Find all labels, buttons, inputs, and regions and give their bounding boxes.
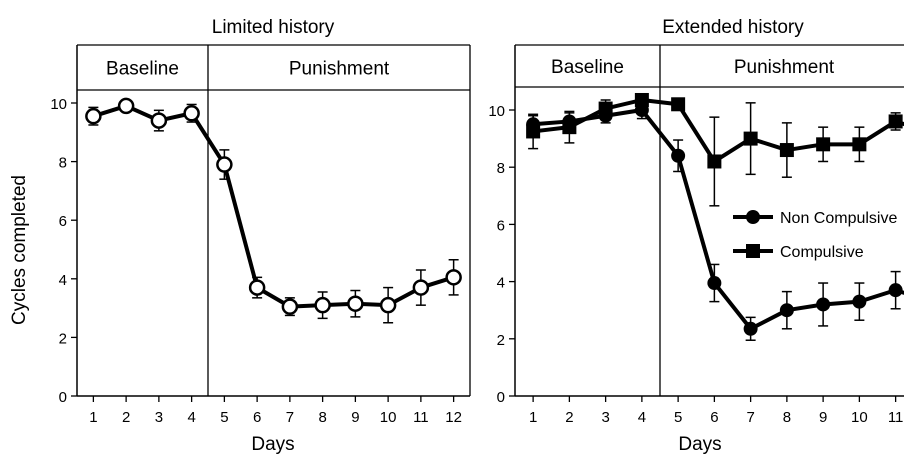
x-tick-label: 2 [122, 409, 130, 426]
data-point [314, 296, 331, 314]
legend-marker [746, 210, 760, 224]
data-point [779, 303, 794, 318]
data-point [526, 124, 541, 139]
data-point [888, 283, 903, 298]
x-tick-label: 6 [253, 409, 261, 426]
y-tick-label: 0 [497, 389, 505, 406]
y-tick-label: 10 [488, 103, 505, 120]
x-tick-label: 11 [413, 409, 429, 426]
series-line [92, 103, 455, 309]
legend-marker [746, 244, 760, 258]
series-line [532, 97, 904, 164]
legend-item: Non Compulsive [733, 210, 897, 227]
data-point [816, 137, 831, 152]
x-tick-label: 7 [746, 409, 754, 426]
series-compulsive [526, 92, 904, 207]
x-axis-label: Days [678, 434, 721, 455]
panel-limited-history: Limited history Baseline Punishment 0 2 4 6 8 10… [50, 17, 471, 455]
x-tick-label: 9 [819, 409, 827, 426]
data-point [707, 276, 722, 291]
data-point [816, 297, 831, 312]
phase-label: Punishment [289, 59, 390, 80]
y-tick-label: 6 [497, 217, 505, 234]
x-tick-label: 3 [155, 409, 163, 426]
y-tick-label: 10 [50, 96, 67, 113]
data-point [150, 112, 168, 129]
data-point [347, 295, 364, 312]
x-tick-label: 5 [220, 409, 228, 426]
data-point [671, 148, 686, 163]
legend-label: Compulsive [780, 244, 864, 261]
x-tick-label: 4 [187, 409, 195, 426]
legend-label: Non Compulsive [780, 210, 897, 227]
data-point [248, 279, 266, 296]
x-tick-label: 11 [888, 409, 904, 426]
x-tick-label: 6 [710, 409, 718, 426]
x-tick-label: 5 [674, 409, 682, 426]
data-point [183, 105, 200, 122]
x-tick-label: 1 [89, 409, 97, 426]
data-point [117, 97, 135, 115]
series-data [85, 97, 462, 324]
x-tick-label: 8 [318, 409, 326, 426]
x-tick-label: 10 [851, 409, 868, 426]
x-tick-label: 4 [638, 409, 646, 426]
data-point [412, 279, 430, 296]
y-tick-label: 6 [59, 213, 67, 230]
phase-label: Baseline [106, 59, 179, 80]
x-tick-label: 3 [601, 409, 609, 426]
data-point [852, 137, 867, 152]
legend-item: Compulsive [733, 244, 864, 261]
data-point [445, 269, 462, 286]
x-tick-label: 8 [783, 409, 791, 426]
y-tick-label: 0 [59, 389, 67, 406]
data-point [852, 294, 867, 309]
y-tick-label: 8 [59, 155, 67, 172]
data-point [281, 298, 299, 315]
panel-extended-history: Extended history Baseline Punishment 0 2 4 6 8 1… [488, 17, 904, 455]
data-point [743, 131, 758, 146]
x-tick-label: 10 [380, 409, 397, 426]
x-tick-label: 1 [529, 409, 537, 426]
data-point [888, 114, 903, 129]
data-point [671, 97, 686, 112]
phase-label: Punishment [734, 57, 835, 78]
panel-title: Extended history [662, 17, 804, 38]
data-point [598, 101, 613, 116]
data-point [779, 143, 794, 158]
y-tick-label: 2 [497, 332, 505, 349]
x-tick-label: 9 [351, 409, 359, 426]
data-point [634, 92, 649, 107]
data-point [562, 120, 577, 135]
x-tick-label: 2 [565, 409, 573, 426]
data-point [85, 107, 102, 125]
panel-title: Limited history [212, 17, 335, 38]
x-tick-label: 12 [445, 409, 462, 426]
y-tick-label: 2 [59, 330, 67, 347]
data-point [216, 156, 233, 173]
phase-label: Baseline [551, 57, 624, 78]
x-tick-label: 7 [286, 409, 294, 426]
y-tick-label: 8 [497, 160, 505, 177]
x-axis-label: Days [251, 434, 294, 455]
y-tick-label: 4 [497, 275, 505, 292]
y-tick-label: 4 [59, 272, 67, 289]
shared-y-axis-label: Cycles completed [9, 175, 30, 325]
data-point [379, 296, 397, 314]
legend: Non Compulsive Compulsive [733, 210, 897, 261]
data-point [743, 321, 758, 336]
data-point [707, 154, 722, 169]
